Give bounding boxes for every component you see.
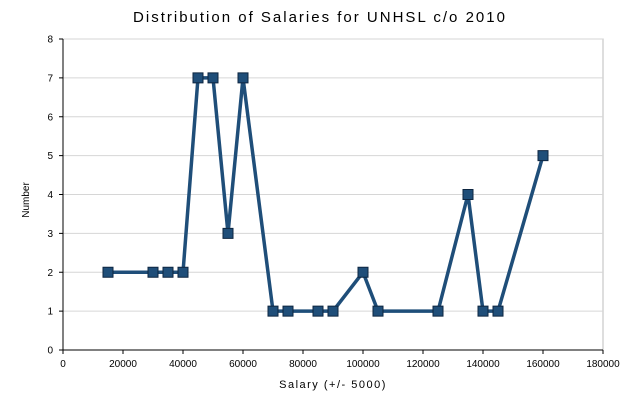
x-tick-label: 60000 xyxy=(229,359,257,370)
data-point-marker xyxy=(162,266,174,278)
gridlines xyxy=(62,38,604,351)
y-tick-label: 3 xyxy=(47,229,53,240)
y-tick-label: 0 xyxy=(47,346,53,357)
data-point-marker xyxy=(267,305,279,317)
data-point-marker xyxy=(432,305,444,317)
data-point-marker xyxy=(492,305,504,317)
tick-labels: 0 1 2 3 4 5 6 7 8 0 20000 40000 60000 80000 100000 1200… xyxy=(47,35,620,371)
data-point-marker xyxy=(147,266,159,278)
x-tick-label: 0 xyxy=(60,359,66,370)
x-tick-label: 120000 xyxy=(406,359,440,370)
y-tick-label: 2 xyxy=(47,268,53,279)
x-tick-label: 100000 xyxy=(346,359,380,370)
axes xyxy=(59,38,604,354)
y-tick-label: 5 xyxy=(47,151,53,162)
data-point-marker xyxy=(282,305,294,317)
y-axis-title: Number xyxy=(21,182,32,218)
data-point-marker xyxy=(192,72,204,84)
x-tick-label: 180000 xyxy=(586,359,620,370)
chart-title: Distribution of Salaries for UNHSL c/o 2… xyxy=(133,9,507,26)
x-tick-label: 20000 xyxy=(109,359,137,370)
x-tick-label: 160000 xyxy=(526,359,560,370)
data-point-marker xyxy=(312,305,324,317)
y-tick-label: 8 xyxy=(47,35,53,46)
data-point-marker xyxy=(372,305,384,317)
data-series xyxy=(102,72,549,317)
data-point-marker xyxy=(177,266,189,278)
data-point-marker xyxy=(357,266,369,278)
y-tick-label: 1 xyxy=(47,307,53,318)
y-tick-label: 6 xyxy=(47,112,53,123)
y-tick-label: 4 xyxy=(47,190,53,201)
x-axis-title: Salary (+/- 5000) xyxy=(279,379,387,391)
x-tick-label: 40000 xyxy=(169,359,197,370)
x-tick-label: 80000 xyxy=(289,359,317,370)
y-tick-label: 7 xyxy=(47,73,53,84)
x-tick-label: 140000 xyxy=(466,359,500,370)
data-point-marker xyxy=(462,189,474,200)
data-point-marker xyxy=(537,150,549,162)
data-point-marker xyxy=(477,305,489,317)
data-point-marker xyxy=(237,72,249,84)
data-point-marker xyxy=(102,266,114,278)
data-point-marker xyxy=(207,72,219,84)
data-point-marker xyxy=(222,227,234,239)
data-point-marker xyxy=(327,305,339,317)
